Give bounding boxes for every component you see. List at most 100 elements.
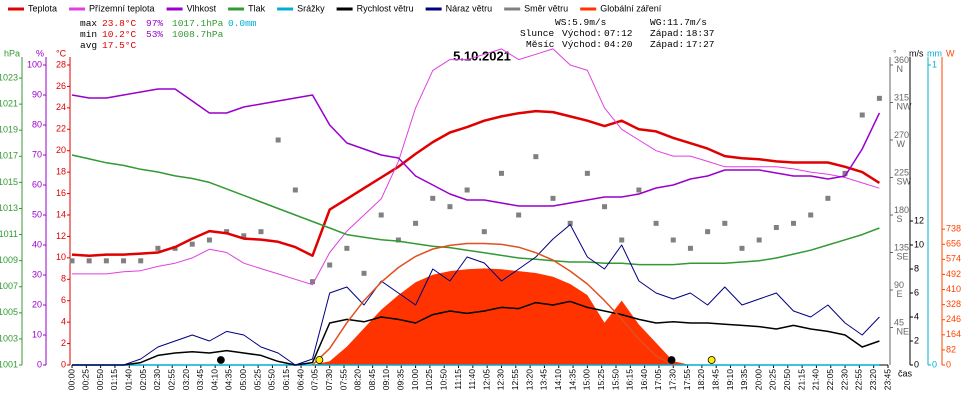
wind-direction-point <box>310 279 316 285</box>
legend-label: Srážky <box>297 3 325 13</box>
sun-info: Slunce Východ: 07:12 Západ: 18:37 <box>520 28 715 39</box>
wind-direction-point <box>705 229 711 235</box>
y-tick-label: 24 <box>56 102 66 112</box>
y-tick-label: 28 <box>56 59 66 69</box>
wind-direction-point <box>516 212 522 218</box>
wind-direction-point <box>258 229 264 235</box>
y-tick-label: 0 <box>914 359 919 369</box>
x-tick-label: 00:25 <box>81 369 91 391</box>
wind-direction-point <box>138 258 144 264</box>
y-tick-label: 1001 <box>0 359 18 369</box>
y-axis-unit: % <box>36 48 44 58</box>
y-tick-label: 1 <box>932 59 937 69</box>
wind-direction-point <box>773 225 779 230</box>
y-tick-label: 30 <box>32 269 42 279</box>
y-tick-label: 656 <box>946 239 961 249</box>
x-tick-label: 03:20 <box>181 369 191 391</box>
wind-direction-point <box>619 237 625 243</box>
x-tick-label: 15:25 <box>596 369 606 391</box>
stat: 23.8°C <box>102 18 137 29</box>
wind-direction-point <box>602 204 608 210</box>
tick-direction: NE <box>894 327 909 337</box>
stat: WG:11.7m/s <box>650 17 707 28</box>
x-tick-label: 01:40 <box>124 369 134 391</box>
y-tick-label: 20 <box>56 145 66 155</box>
y-tick-label: 14 <box>56 209 66 219</box>
wind-direction-point <box>430 195 436 201</box>
tick-direction: S <box>894 214 903 224</box>
x-tick-label: 16:40 <box>639 369 649 391</box>
y-tick-label: 16 <box>56 188 66 198</box>
y-axis-unit: m/s <box>909 48 924 58</box>
wind-direction-point <box>584 170 590 176</box>
wind-direction-point <box>808 212 814 218</box>
x-tick-label: 11:40 <box>467 369 477 390</box>
x-tick-label: 15:00 <box>582 369 592 391</box>
y-tick-label: 574 <box>946 254 961 264</box>
x-tick-label: 05:50 <box>267 369 277 391</box>
legend-label: Směr větru <box>524 3 568 13</box>
wind-direction-point <box>155 245 161 251</box>
x-tick-label: 06:15 <box>281 369 291 391</box>
legend-label: Vlhkost <box>187 3 217 13</box>
wind-direction-point <box>481 229 487 235</box>
radiation-area <box>72 268 880 365</box>
tick-value: 90 <box>894 280 904 290</box>
legend-label: Přízemní teplota <box>89 3 155 13</box>
x-tick-label: 20:50 <box>782 369 792 391</box>
series-line <box>72 224 880 366</box>
x-tick-label: 16:15 <box>625 369 635 391</box>
y-tick-label: 20 <box>32 299 42 309</box>
x-tick-label: 10:00 <box>410 369 420 391</box>
x-tick-label: 09:35 <box>396 369 406 391</box>
wind-direction-point <box>550 195 556 201</box>
wind-direction-point <box>189 241 195 247</box>
y-tick-label: 1021 <box>0 99 18 109</box>
wind-direction-point <box>447 204 453 210</box>
x-tick-label: 22:30 <box>839 369 849 391</box>
series-line <box>72 48 880 286</box>
y-tick-label: 1009 <box>0 255 18 265</box>
stat: Západ: <box>650 28 684 39</box>
y-tick-label: 738 <box>946 224 961 234</box>
x-tick-label: 07:30 <box>324 369 334 391</box>
y-tick-label: 315 NW <box>894 93 912 112</box>
wind-direction-point <box>636 187 642 193</box>
x-tick-label: 07:05 <box>310 369 320 391</box>
y-tick-label: 225 SW <box>894 168 912 187</box>
x-tick-label: 02:55 <box>166 369 176 391</box>
series-line <box>71 154 880 266</box>
y-tick-label: 6 <box>914 287 919 297</box>
tick-value: 180 <box>894 205 909 215</box>
y-tick-label: 8 <box>914 263 919 273</box>
y-axis-unit: W <box>946 48 955 58</box>
stat: 07:12 <box>604 28 633 39</box>
y-tick-label: 100 <box>27 59 42 69</box>
y-tick-label: 8 <box>61 274 66 284</box>
x-tick-label: 20:25 <box>768 369 778 391</box>
x-tick-label: 23:45 <box>882 369 892 391</box>
wind-direction-point <box>378 212 384 218</box>
x-tick-label: 12:05 <box>481 369 491 391</box>
legend-label: Tlak <box>248 3 266 13</box>
moon-rise-marker <box>216 356 225 364</box>
x-tick-label: 08:20 <box>353 369 363 391</box>
y-tick-label: 410 <box>946 284 961 294</box>
wind-direction-point <box>327 262 333 268</box>
y-tick-label: 22 <box>56 124 66 134</box>
x-tick-label: 17:05 <box>653 369 663 391</box>
x-tick-label: 07:55 <box>338 369 348 391</box>
wind-direction-point <box>464 187 470 193</box>
y-tick-label: 1011 <box>0 229 18 239</box>
stat: 1017.1hPa <box>172 18 224 29</box>
moon-set-marker <box>667 356 676 364</box>
sun-rise-marker <box>315 356 324 364</box>
series-line <box>311 242 674 366</box>
y-tick-label: 0 <box>37 359 42 369</box>
chart-title: 5.10.2021 <box>453 48 511 63</box>
wind-direction-point <box>533 154 539 160</box>
x-tick-label: 23:20 <box>868 369 878 391</box>
wind-direction-point <box>361 270 367 276</box>
wind-direction-point <box>687 245 693 251</box>
legend-label: Rychlost větru <box>357 3 414 13</box>
